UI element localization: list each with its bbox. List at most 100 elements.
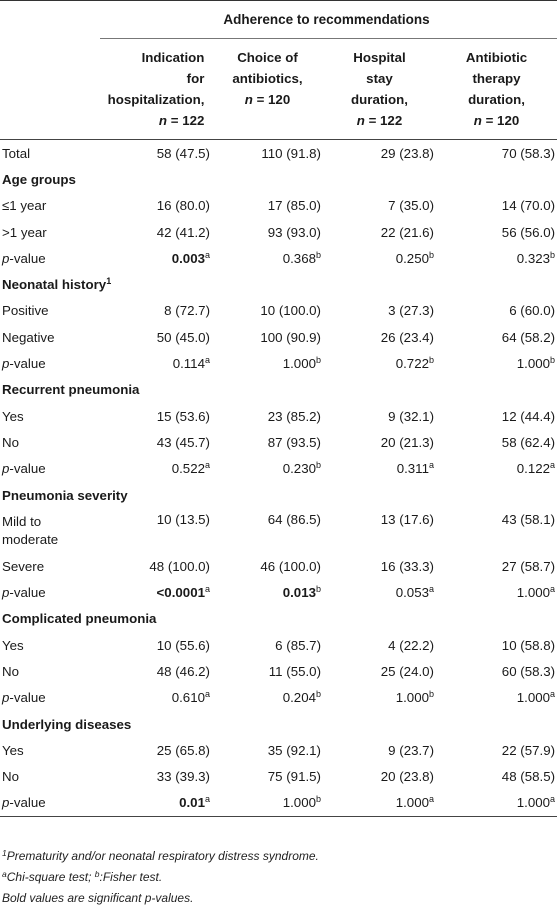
- table-cell: 56 (56.0): [501, 224, 556, 240]
- p-value: 0.114: [172, 356, 205, 372]
- col-header-n: n: [244, 92, 253, 107]
- footnote-marker: a: [428, 794, 434, 805]
- table-cell: 75 (91.5): [267, 769, 321, 785]
- table-cell: 17 (85.0): [267, 198, 321, 214]
- p-label-rest: -value: [9, 356, 46, 372]
- p-value: 1.000: [516, 585, 551, 601]
- section-title: Underlying diseases: [2, 716, 132, 732]
- table-cell: 93 (93.0): [267, 224, 321, 240]
- table-cell: 60 (58.3): [501, 663, 556, 679]
- p-value-cell: 0.722b: [323, 350, 436, 376]
- p-value-cell: 0.204b: [212, 685, 323, 711]
- footnote-marker: a: [204, 584, 210, 595]
- footnote-marker: b: [315, 689, 321, 700]
- p-value: 0.311: [396, 461, 429, 477]
- p-value-label: p-value: [0, 350, 100, 376]
- footnote-marker: b: [550, 355, 556, 366]
- p-value-cell: <0.0001a: [100, 579, 212, 605]
- p-value-cell: 0.323b: [436, 245, 557, 271]
- table-cell: 48 (46.2): [156, 663, 210, 679]
- p-italic: p: [2, 356, 10, 372]
- footnote-marker: b: [315, 460, 321, 471]
- col-header-text: stay: [366, 71, 393, 86]
- p-italic: p: [2, 795, 10, 811]
- footnote-text: :Fisher test.: [99, 870, 163, 884]
- table-cell: 27 (58.7): [501, 558, 556, 574]
- p-value: 0.003: [171, 250, 205, 266]
- p-value: 0.722: [395, 356, 429, 372]
- p-value: 0.122: [516, 461, 551, 477]
- p-value: 1.000: [395, 795, 429, 811]
- row-label: >1 year: [2, 224, 47, 240]
- table-cell: 11 (55.0): [268, 663, 321, 679]
- col-header-hospital: Hospital stay duration, n = 122: [323, 38, 436, 140]
- table-cell: 20 (21.3): [380, 434, 434, 450]
- p-value-cell: 1.000a: [323, 789, 436, 818]
- col-header-antibiotic: Antibiotic therapy duration, n = 120: [436, 38, 557, 140]
- table-cell: 70 (58.3): [501, 145, 556, 161]
- footnote-marker: a: [428, 584, 434, 595]
- p-value-row: p-value 0.610a 0.204b 1.000b 1.000a: [0, 685, 557, 711]
- footnote-marker: b: [428, 249, 434, 260]
- p-value-row: p-value 0.003a 0.368b 0.250b 0.323b: [0, 245, 557, 271]
- section-title-text: Neonatal history: [2, 277, 107, 293]
- table-cell: 20 (23.8): [380, 769, 434, 785]
- table-row: No 43 (45.7) 87 (93.5) 20 (21.3) 58 (62.…: [0, 429, 557, 455]
- row-label: Yes: [2, 742, 24, 758]
- footnote-marker: b: [550, 249, 556, 260]
- p-value: 0.522: [171, 461, 205, 477]
- footnote-marker: b: [94, 869, 100, 879]
- p-value: 1.000: [516, 795, 551, 811]
- table-cell: 58 (47.5): [156, 145, 210, 161]
- table-cell: 10 (55.6): [156, 637, 210, 653]
- p-value-cell: 0.368b: [212, 245, 323, 271]
- table-cell: 9 (23.7): [388, 742, 434, 758]
- p-value: 0.230: [282, 461, 316, 477]
- table-cell: 33 (39.3): [156, 769, 210, 785]
- section-row-recurrent: Recurrent pneumonia: [0, 377, 557, 403]
- table-cell: 10 (58.8): [501, 637, 556, 653]
- p-value-row: p-value <0.0001a 0.013b 0.053a 1.000a: [0, 579, 557, 605]
- p-value-cell: 0.522a: [100, 456, 212, 482]
- table-footnotes: 1Prematurity and/or neonatal respiratory…: [2, 846, 319, 909]
- p-value: 0.204: [282, 690, 316, 706]
- table-cell: 6 (60.0): [509, 303, 556, 319]
- p-value: 0.368: [282, 250, 316, 266]
- col-header-n: n: [356, 113, 365, 128]
- p-value-cell: 1.000b: [212, 789, 323, 818]
- table-cell: 46 (100.0): [260, 558, 321, 574]
- table-cell: 42 (41.2): [156, 224, 210, 240]
- col-header-text: for: [186, 71, 205, 86]
- table-cell: 22 (21.6): [380, 224, 434, 240]
- table-row: Positive 8 (72.7) 10 (100.0) 3 (27.3) 6 …: [0, 298, 557, 324]
- footnote-marker: b: [315, 249, 321, 260]
- col-header-text: Choice of: [237, 50, 298, 65]
- p-italic: p: [2, 585, 10, 601]
- footnote-marker: a: [204, 460, 210, 471]
- footnote-text: Bold values are significant p-values.: [2, 891, 194, 905]
- table-cell: 14 (70.0): [501, 198, 556, 214]
- p-label-rest: -value: [9, 250, 46, 266]
- table-cell: 48 (100.0): [149, 558, 210, 574]
- footnote-marker: a: [204, 249, 210, 260]
- table-row: Severe 48 (100.0) 46 (100.0) 16 (33.3) 2…: [0, 553, 557, 579]
- p-italic: p: [2, 250, 10, 266]
- col-header-n: n: [158, 113, 168, 128]
- table-cell: 23 (85.2): [267, 408, 321, 424]
- footnote-bold: Bold values are significant p-values.: [2, 888, 319, 909]
- p-value: 0.610: [171, 690, 205, 706]
- p-label-rest: -value: [9, 690, 46, 706]
- footnote-text: Chi-square test;: [6, 870, 95, 884]
- col-header-text: Hospital: [353, 50, 406, 65]
- table-row: No 48 (46.2) 11 (55.0) 25 (24.0) 60 (58.…: [0, 658, 557, 684]
- table-row: Yes 15 (53.6) 23 (85.2) 9 (32.1) 12 (44.…: [0, 403, 557, 429]
- col-header-choice: Choice of antibiotics, n = 120: [212, 38, 323, 140]
- results-table: Adherence to recommendations Indication …: [0, 0, 557, 818]
- p-label-rest: -value: [9, 585, 46, 601]
- footnote-marker: a: [204, 355, 210, 366]
- p-value: 0.323: [516, 250, 551, 266]
- section-row-complicated: Complicated pneumonia: [0, 606, 557, 632]
- p-value-cell: 0.003a: [100, 245, 212, 271]
- footnote-marker: 1: [2, 848, 7, 858]
- p-label-rest: -value: [9, 461, 46, 477]
